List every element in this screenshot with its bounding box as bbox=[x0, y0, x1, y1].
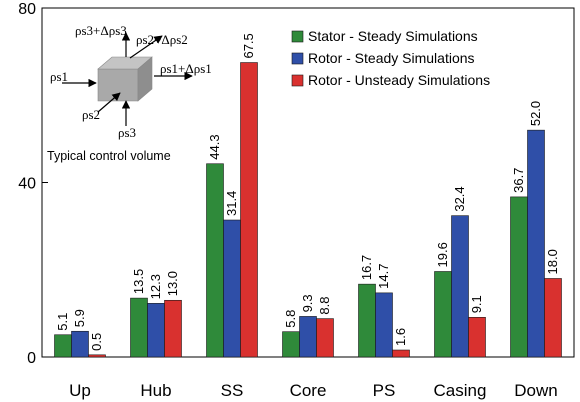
x-category-label: PS bbox=[373, 381, 396, 400]
data-label: 36.7 bbox=[511, 168, 526, 193]
legend-label: Rotor - Unsteady Simulations bbox=[308, 72, 490, 88]
y-tick-label: 80 bbox=[18, 1, 36, 18]
bar bbox=[282, 331, 300, 358]
flux-arrow bbox=[129, 35, 163, 59]
bar bbox=[223, 219, 241, 358]
data-label: 44.3 bbox=[207, 134, 222, 159]
flux-label: ρs1+Δρs1 bbox=[160, 61, 212, 76]
bar bbox=[434, 271, 452, 358]
data-label: 32.4 bbox=[452, 186, 467, 211]
data-label: 13.0 bbox=[165, 271, 180, 296]
cube-front-face bbox=[97, 68, 139, 102]
x-category-label: Up bbox=[69, 381, 91, 400]
bar bbox=[468, 317, 486, 358]
bar bbox=[130, 297, 148, 358]
bar bbox=[527, 129, 545, 358]
data-label: 67.5 bbox=[241, 33, 256, 58]
bar bbox=[375, 292, 393, 358]
data-label: 9.1 bbox=[469, 295, 484, 313]
data-label: 5.9 bbox=[72, 309, 87, 327]
x-category-label: Hub bbox=[140, 381, 171, 400]
data-label: 0.5 bbox=[89, 333, 104, 351]
flux-label: ρs2 bbox=[82, 107, 100, 122]
data-label: 5.1 bbox=[55, 313, 70, 331]
flux-label: ρs3 bbox=[118, 125, 136, 140]
x-category-label: Down bbox=[514, 381, 557, 400]
legend-label: Rotor - Steady Simulations bbox=[308, 50, 475, 66]
flux-label: ρs2+Δρs2 bbox=[136, 32, 188, 47]
data-label: 18.0 bbox=[545, 249, 560, 274]
data-label: 16.7 bbox=[359, 255, 374, 280]
data-label: 31.4 bbox=[224, 191, 239, 216]
flux-label: ρs1 bbox=[50, 69, 68, 84]
bar bbox=[71, 330, 89, 358]
bar bbox=[88, 354, 106, 358]
control-volume-inset: ρs1 ρs1+Δρs1 ρs2 ρs2+Δρs2 ρs3 ρs3+Δρs3 Typical… bbox=[47, 23, 212, 163]
bar bbox=[147, 303, 165, 358]
data-label: 14.7 bbox=[376, 264, 391, 289]
x-category-label: Casing bbox=[434, 381, 487, 400]
legend-swatch bbox=[291, 30, 304, 43]
x-category-label: Core bbox=[290, 381, 327, 400]
data-label: 9.3 bbox=[300, 294, 315, 312]
bar bbox=[164, 299, 182, 358]
bar bbox=[206, 163, 224, 358]
bars bbox=[54, 62, 562, 358]
bar bbox=[510, 196, 528, 358]
legend-swatch bbox=[291, 52, 304, 65]
data-label: 8.8 bbox=[317, 297, 332, 315]
flux-arrow bbox=[97, 92, 121, 113]
data-labels: 5.1 5.90.5 13.5 12.3 13.0 44.3 31.4 67.5 5.89.3 8… bbox=[55, 33, 560, 351]
cube-side-face bbox=[137, 56, 153, 102]
inset-caption: Typical control volume bbox=[47, 149, 171, 163]
axes: 0 40 80 Up Hub SS Core PS Casing Down bbox=[18, 1, 575, 400]
bar bbox=[358, 283, 376, 358]
legend-swatch bbox=[291, 74, 304, 87]
legend-label: Stator - Steady Simulations bbox=[308, 28, 478, 44]
bar bbox=[316, 318, 334, 358]
bar bbox=[299, 316, 317, 358]
x-category-label: SS bbox=[221, 381, 244, 400]
flux-label: ρs3+Δρs3 bbox=[75, 23, 127, 38]
data-label: 5.8 bbox=[283, 310, 298, 328]
bar bbox=[54, 334, 72, 358]
bar bbox=[392, 349, 410, 358]
bar bbox=[451, 215, 469, 358]
data-label: 19.6 bbox=[435, 242, 450, 267]
data-label: 1.6 bbox=[393, 328, 408, 346]
y-tick-label: 40 bbox=[18, 176, 36, 193]
bar bbox=[544, 278, 562, 358]
data-label: 13.5 bbox=[131, 269, 146, 294]
data-label: 52.0 bbox=[528, 101, 543, 126]
data-label: 12.3 bbox=[148, 274, 163, 299]
y-tick-label: 0 bbox=[27, 350, 36, 367]
bar bbox=[240, 62, 258, 358]
legend: Stator - Steady Simulations Rotor - Stead… bbox=[291, 28, 490, 88]
